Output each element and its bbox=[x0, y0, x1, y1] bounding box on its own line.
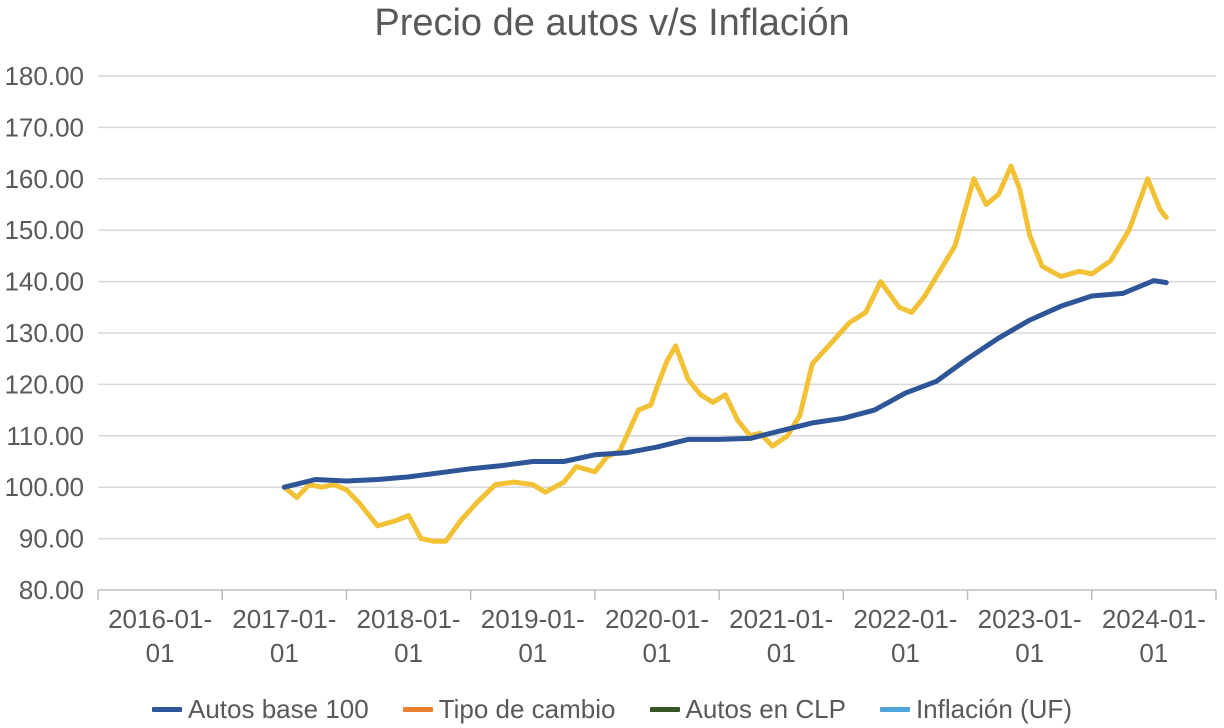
x-tick-label-line2: 01 bbox=[518, 638, 547, 668]
y-tick-label: 130.00 bbox=[4, 318, 84, 348]
series-line bbox=[281, 163, 1169, 544]
y-tick-label: 150.00 bbox=[4, 215, 84, 245]
legend-item: Tipo de cambio bbox=[402, 694, 616, 725]
y-tick-label: 80.00 bbox=[19, 575, 84, 605]
legend-swatch bbox=[649, 707, 680, 712]
x-tick-label: 2019-01- 01 bbox=[481, 604, 585, 668]
x-tick-label: 2020-01- 01 bbox=[605, 604, 709, 668]
legend-label: Inflación (UF) bbox=[915, 694, 1072, 724]
legend-swatch bbox=[402, 707, 433, 712]
legend-label: Autos base 100 bbox=[188, 694, 369, 724]
x-tick-label-line1: 2021-01- bbox=[729, 604, 833, 634]
y-tick-label: 160.00 bbox=[4, 164, 84, 194]
x-tick-label-line2: 01 bbox=[1015, 638, 1044, 668]
grid-lines bbox=[98, 75, 1216, 540]
x-axis: 2016-01- 01 2017-01- 01 2018-01- 01 2019-01- 01… bbox=[97, 589, 1217, 668]
y-tick-label: 120.00 bbox=[4, 369, 84, 399]
x-tick-label-line1: 2022-01- bbox=[853, 604, 957, 634]
x-tick-label-line1: 2019-01- bbox=[481, 604, 585, 634]
x-tick-label-line2: 01 bbox=[891, 638, 920, 668]
x-tick-label-line1: 2016-01- bbox=[108, 604, 212, 634]
x-tick-label: 2024-01- 01 bbox=[1102, 604, 1206, 668]
legend-swatch bbox=[879, 707, 910, 712]
x-tick-label-line1: 2024-01- bbox=[1102, 604, 1206, 634]
x-tick-label: 2022-01- 01 bbox=[853, 604, 957, 668]
y-tick-label: 100.00 bbox=[4, 472, 84, 502]
x-tick-label: 2023-01- 01 bbox=[978, 604, 1082, 668]
x-tick-label: 2016-01- 01 bbox=[108, 604, 212, 668]
x-tick-label-line1: 2023-01- bbox=[978, 604, 1082, 634]
x-tick-label-line1: 2017-01- bbox=[232, 604, 336, 634]
series-line bbox=[281, 278, 1169, 490]
y-axis-labels: 80.00 90.00 100.00 110.00 120.00 130.00 140.00… bbox=[4, 61, 84, 605]
x-tick-label-line2: 01 bbox=[767, 638, 796, 668]
chart-title: Precio de autos v/s Inflación bbox=[374, 2, 850, 44]
chart-legend: Autos base 100 Tipo de cambio Autos en CLP… bbox=[0, 694, 1224, 725]
x-tick-label-line2: 01 bbox=[270, 638, 299, 668]
x-tick-label: 2018-01- 01 bbox=[357, 604, 461, 668]
x-tick-label-line2: 01 bbox=[643, 638, 672, 668]
x-tick-label-line2: 01 bbox=[394, 638, 423, 668]
y-tick-label: 90.00 bbox=[19, 524, 84, 554]
y-tick-label: 140.00 bbox=[4, 267, 84, 297]
x-tick-label-line1: 2018-01- bbox=[357, 604, 461, 634]
x-tick-label-line2: 01 bbox=[1139, 638, 1168, 668]
line-chart: 80.00 90.00 100.00 110.00 120.00 130.00 140.00… bbox=[4, 61, 1217, 668]
y-tick-label: 170.00 bbox=[4, 112, 84, 142]
x-tick-label-line1: 2020-01- bbox=[605, 604, 709, 634]
x-tick-label-line2: 01 bbox=[146, 638, 175, 668]
x-tick-label: 2021-01- 01 bbox=[729, 604, 833, 668]
legend-label: Autos en CLP bbox=[685, 694, 846, 724]
legend-label: Tipo de cambio bbox=[438, 694, 616, 724]
legend-item: Autos en CLP bbox=[649, 694, 846, 725]
legend-item: Autos base 100 bbox=[152, 694, 369, 725]
legend-item: Inflación (UF) bbox=[879, 694, 1072, 725]
y-tick-label: 180.00 bbox=[4, 61, 84, 91]
series-lines bbox=[281, 163, 1169, 544]
legend-swatch bbox=[152, 707, 182, 712]
y-tick-label: 110.00 bbox=[6, 421, 84, 451]
x-tick-label: 2017-01- 01 bbox=[232, 604, 336, 668]
